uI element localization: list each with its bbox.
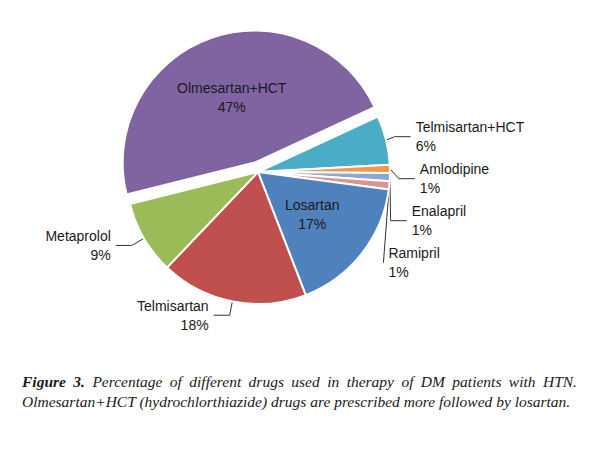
svg-text:1%: 1% [388,264,408,280]
svg-text:Amlodipine: Amlodipine [420,161,489,177]
svg-text:18%: 18% [181,317,209,333]
svg-text:Telmisartan: Telmisartan [137,298,209,314]
svg-text:Losartan: Losartan [285,197,339,213]
svg-text:1%: 1% [420,180,440,196]
html-text:Figure 3.: Figure 3. [22,373,85,390]
svg-text:Metaprolol: Metaprolol [45,228,110,244]
svg-text:Olmesartan+HCT: Olmesartan+HCT [177,80,287,96]
svg-text:1%: 1% [412,222,432,238]
svg-text:Ramipril: Ramipril [388,245,439,261]
svg-text:Enalapril: Enalapril [412,203,466,219]
svg-text:Telmisartan+HCT: Telmisartan+HCT [416,119,525,135]
svg-text:9%: 9% [91,247,111,263]
svg-text:47%: 47% [218,99,246,115]
svg-text:17%: 17% [298,216,326,232]
html-text:Percentage of different drugs: Percentage of different drugs used in th… [22,373,577,410]
svg-text:6%: 6% [416,138,436,154]
